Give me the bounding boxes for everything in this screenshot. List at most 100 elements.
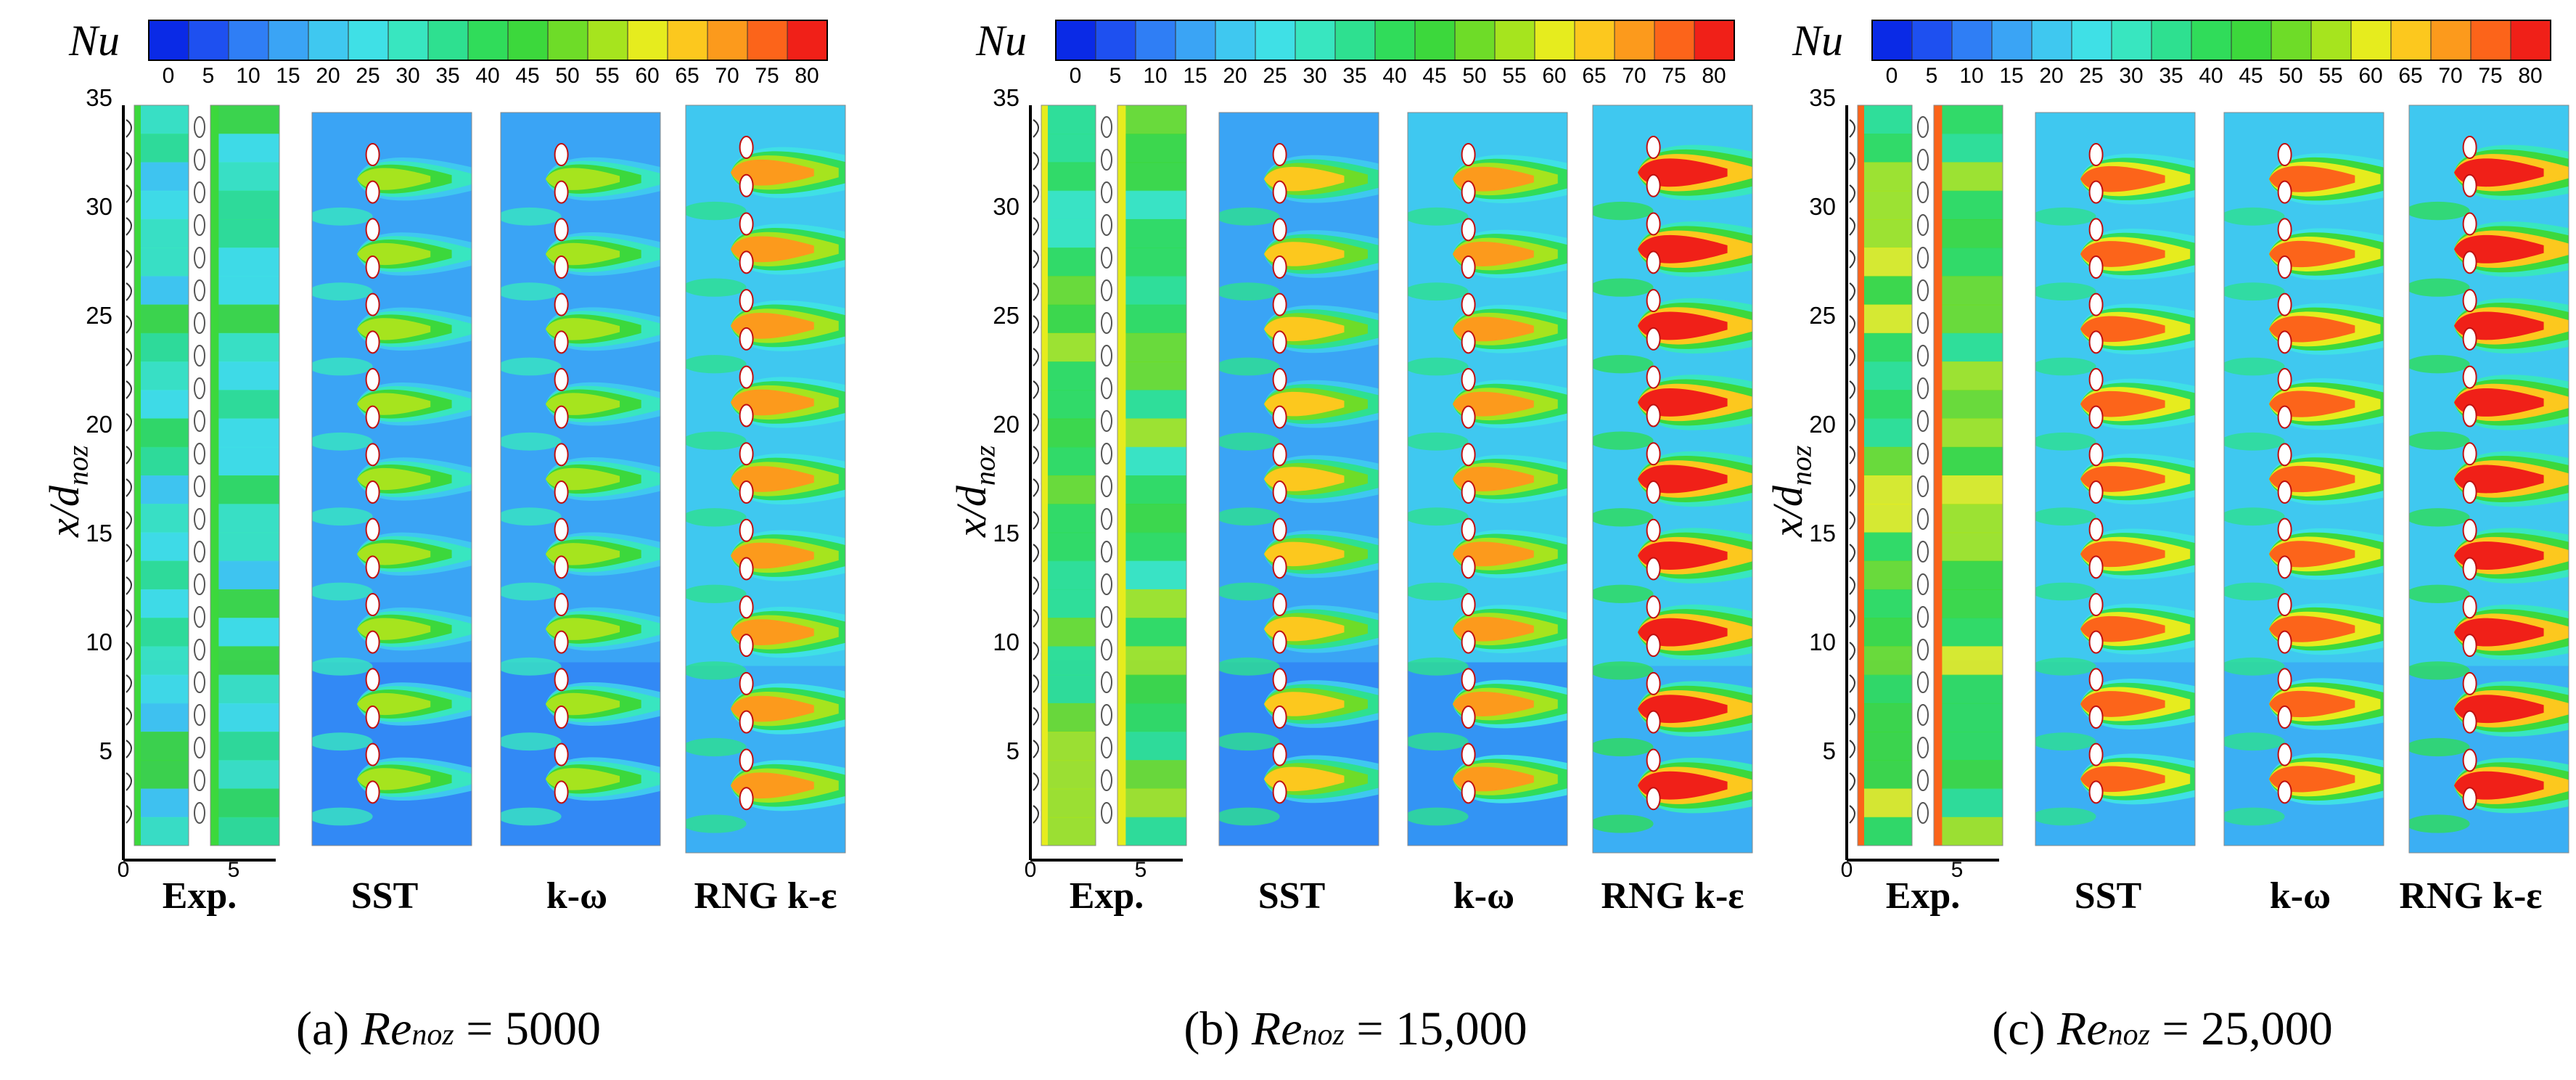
colorbar-swatch: [2510, 20, 2551, 61]
contour-strip: [311, 112, 472, 846]
x-tick-5: 5: [1134, 858, 1147, 882]
colorbar-tick-label: 55: [1502, 64, 1527, 88]
colorbar-tick-label: 10: [236, 64, 261, 88]
colorbar-tick-label: 25: [356, 64, 380, 88]
colorbar-tick-label: 65: [675, 64, 700, 88]
colorbar-tick-label: 75: [755, 64, 779, 88]
colorbar-swatch: [2111, 20, 2152, 61]
colorbar-swatch: [2031, 20, 2072, 61]
colorbar-swatch: [1911, 20, 1953, 61]
colorbar-swatch: [707, 20, 748, 61]
x-tick-0: 0: [117, 858, 130, 882]
label-k-omega: k-ω: [2269, 875, 2331, 917]
y-tick-label: 10: [1809, 629, 1836, 655]
contour-plots: [1845, 105, 2569, 862]
colorbar-tick-label: 65: [1582, 64, 1607, 88]
contour-plots: [122, 105, 846, 862]
colorbar-tick-label: 40: [1382, 64, 1407, 88]
colorbar-tick-label: 35: [435, 64, 460, 88]
y-tick-label: 35: [993, 84, 1020, 111]
y-tick-label: 5: [99, 737, 112, 764]
label-rng-k-epsilon: RNG k-ε: [1601, 875, 1744, 917]
colorbar-tick-label: 75: [1662, 64, 1686, 88]
y-tick-label: 30: [1809, 193, 1836, 220]
y-tick-label: 15: [1809, 520, 1836, 547]
contour-strip: [1592, 105, 1753, 854]
y-tick-label: 30: [993, 193, 1020, 220]
colorbar-tick-label: 50: [555, 64, 580, 88]
colorbar-tick-label: 60: [635, 64, 660, 88]
y-tick-label: 20: [993, 411, 1020, 438]
colorbar-tick-label: 0: [1885, 64, 1898, 88]
y-tick-label: 25: [993, 302, 1020, 329]
colorbar-tick-label: 35: [1342, 64, 1367, 88]
colorbar-swatch: [1694, 20, 1735, 61]
contour-strip: [500, 112, 661, 846]
colorbar-ticks: 0 5 10 15 20 25 30 35 40 45 50 55 60 65 70 75 80: [1872, 64, 2551, 93]
colorbar-tick-label: 20: [2039, 64, 2064, 88]
contour-plots: [1029, 105, 1753, 862]
colorbar-swatch: [627, 20, 668, 61]
colorbar-tick-label: 50: [2278, 64, 2303, 88]
colorbar-swatch: [1614, 20, 1655, 61]
label-sst: SST: [2074, 875, 2142, 917]
colorbar-ticks: 0 5 10 15 20 25 30 35 40 45 50 55 60 65 70 75 80: [149, 64, 827, 93]
colorbar-tick-label: 25: [2079, 64, 2104, 88]
colorbar: [148, 20, 828, 61]
contour-strip: [1117, 105, 1187, 846]
colorbar-tick-label: 40: [475, 64, 500, 88]
contour-strip: [685, 105, 846, 854]
caption-a: (a) Renoz = 5000: [296, 1002, 601, 1055]
label-exp: Exp.: [1069, 875, 1144, 917]
label-exp: Exp.: [1885, 875, 1961, 917]
y-axis-ticks: 5 10 15 20 25 30 35: [976, 84, 1020, 846]
y-tick-label: 25: [1809, 302, 1836, 329]
x-tick-5: 5: [227, 858, 240, 882]
y-tick-label: 35: [86, 84, 112, 111]
colorbar-swatch: [1175, 20, 1216, 61]
colorbar-tick-label: 30: [2119, 64, 2144, 88]
colorbar-swatch: [787, 20, 828, 61]
caption-b: (b) Renoz = 15,000: [1184, 1002, 1527, 1055]
panel-a: Nu 0 5 10 15 20 25 30 35 40 45 50 55 60 65 70 75 80 5 10 1…: [0, 0, 858, 1080]
contour-strip: [1407, 112, 1568, 846]
colorbar-tick-label: 10: [1143, 64, 1168, 88]
contour-strip: [2223, 112, 2384, 846]
contour-strip: [2408, 105, 2569, 854]
colorbar-swatch: [1654, 20, 1695, 61]
colorbar-swatch: [747, 20, 788, 61]
colorbar: [1055, 20, 1735, 61]
colorbar-swatch: [2350, 20, 2392, 61]
colorbar: [1871, 20, 2551, 61]
colorbar-tick-label: 50: [1462, 64, 1487, 88]
colorbar-swatch: [1951, 20, 1993, 61]
colorbar-tick-label: 75: [2478, 64, 2503, 88]
x-tick-5: 5: [1951, 858, 1964, 882]
colorbar-swatch: [667, 20, 708, 61]
colorbar-tick-label: 30: [395, 64, 420, 88]
colorbar-tick-label: 25: [1263, 64, 1287, 88]
colorbar-tick-label: 70: [2438, 64, 2463, 88]
contour-strip: [1933, 105, 2003, 846]
label-sst: SST: [1258, 875, 1326, 917]
colorbar-tick-label: 15: [276, 64, 300, 88]
x-tick-0: 0: [1024, 858, 1037, 882]
colorbar-ticks: 0 5 10 15 20 25 30 35 40 45 50 55 60 65 70 75 80: [1056, 64, 1734, 93]
colorbar-tick-label: 65: [2398, 64, 2423, 88]
colorbar-tick-label: 80: [795, 64, 819, 88]
colorbar-tick-label: 45: [2239, 64, 2263, 88]
colorbar-tick-label: 5: [1925, 64, 1938, 88]
colorbar-tick-label: 45: [515, 64, 540, 88]
y-tick-label: 25: [86, 302, 112, 329]
colorbar-swatch: [427, 20, 469, 61]
contour-strip: [1041, 105, 1096, 846]
y-tick-label: 5: [1006, 737, 1020, 764]
colorbar-tick-label: 55: [2318, 64, 2343, 88]
caption-c: (c) Renoz = 25,000: [1992, 1002, 2333, 1055]
colorbar-tick-label: 80: [1702, 64, 1726, 88]
colorbar-swatch: [1095, 20, 1136, 61]
colorbar-label: Nu: [69, 17, 120, 65]
colorbar-tick-label: 60: [2358, 64, 2383, 88]
colorbar-swatch: [2430, 20, 2472, 61]
y-tick-label: 10: [86, 629, 112, 655]
